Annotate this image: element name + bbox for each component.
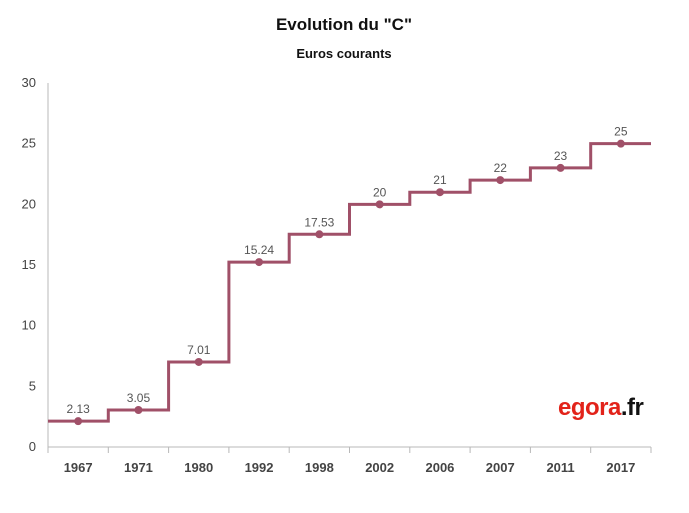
y-tick-label: 10 <box>22 318 36 333</box>
logo-dot: . <box>620 394 628 421</box>
data-point <box>435 188 444 197</box>
y-tick-label: 15 <box>22 257 36 272</box>
egora-logo: egora.fr <box>558 394 644 422</box>
data-label: 23 <box>554 149 568 163</box>
series: 2.13 3.05 7.01 15.24 17.53 20 21 22 23 25 <box>48 125 651 426</box>
logo-main: egora <box>558 394 621 421</box>
data-point <box>255 258 264 267</box>
x-tick-label: 2007 <box>486 460 515 475</box>
data-label: 17.53 <box>304 215 334 229</box>
data-point <box>616 139 625 148</box>
x-axis: 1967 1971 1980 1992 1998 2002 2006 2007 2011 2017 <box>47 446 652 475</box>
data-label: 22 <box>494 161 508 175</box>
data-point <box>496 176 505 185</box>
data-label: 7.01 <box>187 343 211 357</box>
x-tick-label: 1967 <box>64 460 93 475</box>
data-label: 25 <box>614 125 628 139</box>
data-point <box>375 200 384 209</box>
y-tick-label: 20 <box>22 196 36 211</box>
data-point <box>74 417 83 426</box>
x-tick-label: 1980 <box>184 460 213 475</box>
x-tick-label: 1992 <box>245 460 274 475</box>
data-label: 21 <box>433 173 447 187</box>
x-tick-label: 2002 <box>365 460 394 475</box>
y-tick-label: 0 <box>29 439 36 454</box>
data-label: 20 <box>373 185 387 199</box>
chart-title: Evolution du "C" <box>276 15 412 34</box>
y-axis: 0 5 10 15 20 25 30 <box>22 75 49 454</box>
x-tick-label: 2006 <box>425 460 454 475</box>
data-point <box>556 163 565 172</box>
y-tick-label: 25 <box>22 136 36 151</box>
y-tick-label: 30 <box>22 75 36 90</box>
x-tick-label: 1971 <box>124 460 153 475</box>
data-point <box>315 230 324 239</box>
chart-subtitle: Euros courants <box>296 46 391 61</box>
x-tick-label: 2017 <box>606 460 635 475</box>
series-step-line <box>48 142 651 423</box>
y-tick-label: 5 <box>29 378 36 393</box>
x-tick-label: 2011 <box>546 460 574 475</box>
x-tick-label: 1998 <box>305 460 334 475</box>
data-label: 3.05 <box>127 391 151 405</box>
logo-tld: fr <box>627 394 644 421</box>
data-label: 15.24 <box>244 243 274 257</box>
data-point <box>134 405 143 414</box>
data-label: 2.13 <box>66 402 90 416</box>
data-point <box>194 357 203 366</box>
